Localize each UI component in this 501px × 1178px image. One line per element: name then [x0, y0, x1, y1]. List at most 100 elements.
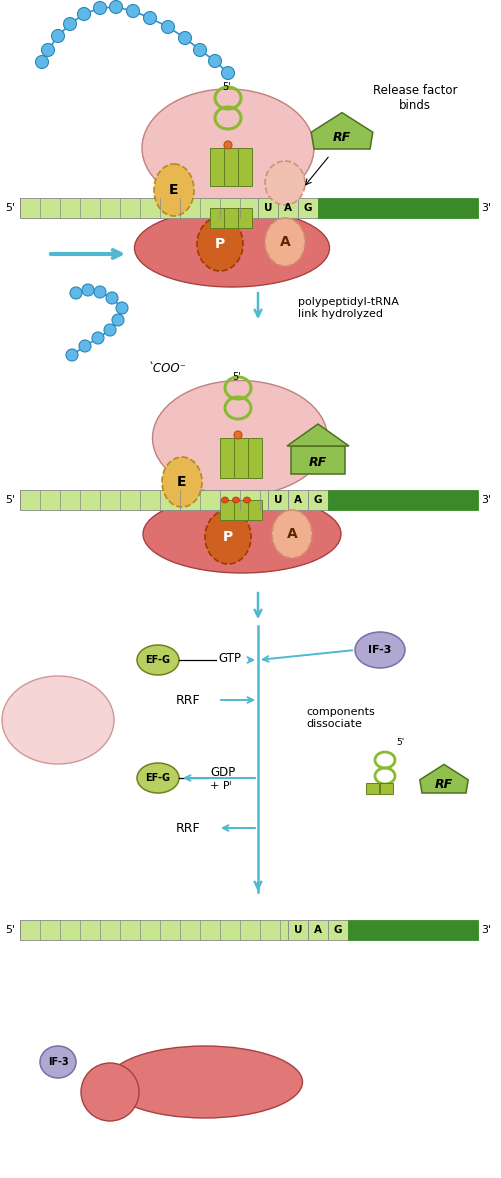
Ellipse shape [106, 292, 118, 304]
Polygon shape [311, 113, 372, 148]
Ellipse shape [40, 1046, 76, 1078]
Bar [237, 209, 252, 229]
Bar [288, 490, 308, 510]
Bar [258, 198, 278, 218]
Ellipse shape [143, 12, 156, 25]
Bar [308, 490, 327, 510]
Bar [247, 499, 262, 519]
Ellipse shape [112, 315, 124, 326]
Ellipse shape [79, 340, 91, 352]
Text: 5': 5' [395, 737, 403, 747]
Bar [223, 148, 237, 186]
Text: 3': 3' [480, 925, 490, 935]
Text: `COO⁻: `COO⁻ [148, 362, 186, 375]
Text: RF: RF [434, 777, 452, 790]
Ellipse shape [81, 1063, 139, 1121]
Bar [291, 446, 344, 474]
Bar [20, 198, 258, 218]
Ellipse shape [66, 349, 78, 360]
Text: A: A [313, 925, 321, 935]
Bar [233, 499, 247, 519]
Bar [365, 783, 378, 794]
Ellipse shape [178, 32, 191, 45]
Text: 5': 5' [231, 372, 240, 382]
Text: + Pᴵ: + Pᴵ [209, 781, 231, 790]
Text: P: P [222, 530, 232, 544]
Ellipse shape [109, 0, 122, 13]
Text: A: A [279, 234, 290, 249]
Ellipse shape [137, 763, 179, 793]
Ellipse shape [204, 510, 250, 564]
Text: polypeptidyl-tRNA
link hydrolyzed: polypeptidyl-tRNA link hydrolyzed [298, 297, 398, 319]
Bar [219, 438, 233, 478]
Ellipse shape [104, 324, 116, 336]
Bar [379, 783, 392, 794]
Ellipse shape [221, 66, 234, 79]
Bar [298, 198, 317, 218]
Ellipse shape [52, 29, 64, 42]
Bar [247, 438, 262, 478]
Text: RRF: RRF [175, 694, 200, 707]
Text: P: P [214, 237, 224, 251]
Ellipse shape [107, 1046, 302, 1118]
Bar [20, 490, 268, 510]
Ellipse shape [63, 18, 76, 31]
Bar [317, 198, 477, 218]
Text: G: G [333, 925, 342, 935]
Ellipse shape [142, 90, 313, 207]
Bar [223, 209, 237, 229]
Text: RF: RF [308, 456, 327, 469]
Text: components
dissociate: components dissociate [306, 707, 374, 729]
Text: 5': 5' [5, 495, 15, 505]
Ellipse shape [77, 7, 90, 20]
Ellipse shape [94, 286, 106, 298]
Bar [20, 920, 288, 940]
Text: IF-3: IF-3 [48, 1057, 68, 1067]
Text: G: G [313, 495, 322, 505]
Bar [233, 438, 247, 478]
Ellipse shape [82, 284, 94, 296]
Ellipse shape [232, 497, 239, 503]
Ellipse shape [93, 1, 106, 14]
Polygon shape [419, 765, 467, 793]
Text: 3': 3' [480, 203, 490, 213]
Ellipse shape [134, 209, 329, 287]
Bar [209, 209, 223, 229]
Text: EF-G: EF-G [145, 773, 170, 783]
Text: RRF: RRF [175, 821, 200, 834]
Text: U: U [263, 203, 272, 213]
Text: A: A [294, 495, 302, 505]
Ellipse shape [272, 510, 312, 558]
Ellipse shape [42, 44, 55, 57]
Ellipse shape [2, 676, 114, 765]
Text: U: U [293, 925, 302, 935]
Text: IF-3: IF-3 [368, 646, 391, 655]
Ellipse shape [223, 141, 231, 148]
Ellipse shape [221, 497, 228, 503]
Bar [288, 920, 308, 940]
Bar [308, 920, 327, 940]
Bar [278, 198, 298, 218]
Text: 5': 5' [221, 82, 230, 92]
Ellipse shape [126, 5, 139, 18]
Ellipse shape [154, 164, 193, 216]
Ellipse shape [92, 332, 104, 344]
Ellipse shape [152, 380, 327, 496]
Text: 5': 5' [5, 203, 15, 213]
Text: RF: RF [332, 131, 350, 144]
Bar [209, 148, 223, 186]
Ellipse shape [243, 497, 250, 503]
Text: A: A [286, 527, 297, 541]
Ellipse shape [70, 287, 82, 299]
Text: G: G [303, 203, 312, 213]
Ellipse shape [137, 646, 179, 675]
Bar [268, 490, 288, 510]
Text: Release factor
binds: Release factor binds [372, 84, 456, 112]
Ellipse shape [196, 217, 242, 271]
Ellipse shape [208, 54, 221, 67]
Ellipse shape [193, 44, 206, 57]
Ellipse shape [265, 161, 305, 205]
Bar [237, 148, 252, 186]
Text: GDP: GDP [209, 766, 235, 779]
Text: GTP: GTP [217, 651, 240, 664]
